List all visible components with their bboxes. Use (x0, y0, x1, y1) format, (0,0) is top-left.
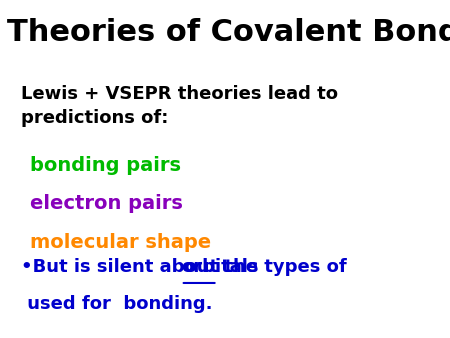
Text: Lewis + VSEPR theories lead to
predictions of:: Lewis + VSEPR theories lead to predictio… (21, 85, 338, 127)
Text: •But is silent about the types of: •But is silent about the types of (21, 258, 353, 276)
Text: orbitals: orbitals (181, 258, 258, 276)
Text: used for  bonding.: used for bonding. (21, 295, 213, 313)
Text: bonding pairs: bonding pairs (30, 155, 180, 175)
Text: electron pairs: electron pairs (30, 194, 183, 213)
Text: molecular shape: molecular shape (30, 233, 211, 252)
Text: Theories of Covalent Bonding: Theories of Covalent Bonding (7, 18, 450, 47)
